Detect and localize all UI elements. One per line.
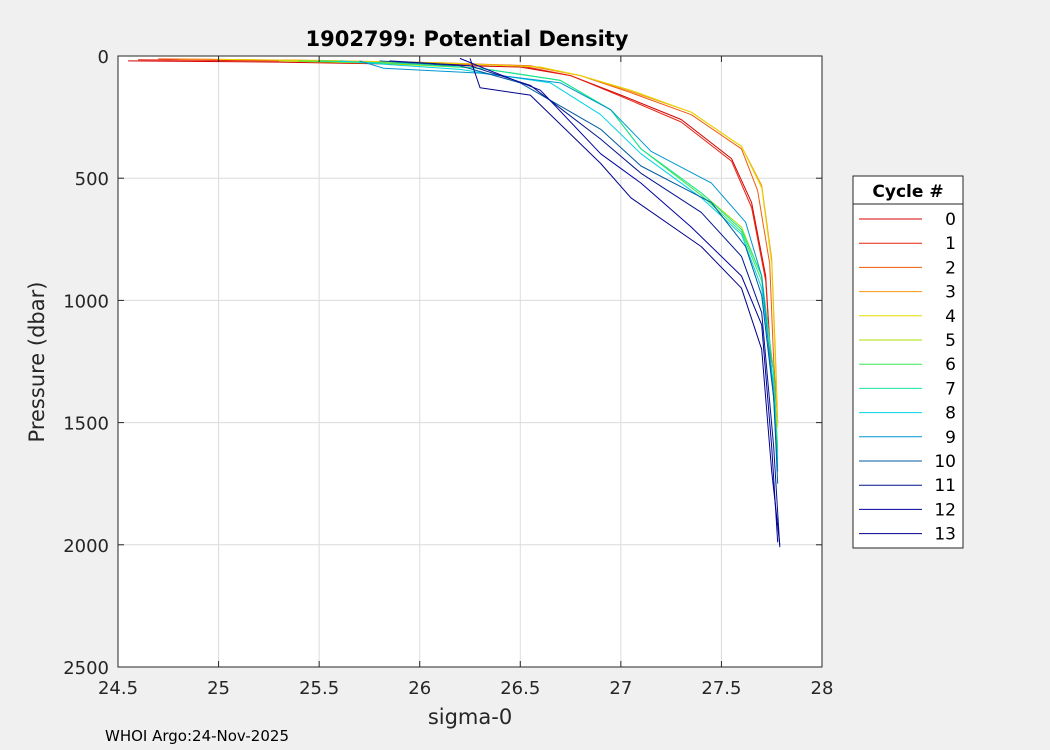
y-tick-label: 2000 (63, 536, 109, 557)
x-tick-label: 26.5 (500, 678, 540, 699)
x-axis-label: sigma-0 (428, 705, 512, 729)
series-line-cycle-9 (359, 60, 779, 472)
legend-label: 8 (945, 404, 956, 424)
footer-stamp: WHOI Argo:24-Nov-2025 (105, 727, 289, 745)
x-tick-label: 24.5 (98, 678, 138, 699)
y-tick-label: 0 (98, 47, 109, 68)
x-tick-label: 25 (207, 678, 230, 699)
legend-label: 12 (934, 500, 956, 520)
x-tick-label: 25.5 (299, 678, 339, 699)
legend-label: 3 (945, 283, 956, 303)
plot-area (118, 56, 822, 667)
y-tick-label: 500 (75, 169, 109, 190)
y-tick-label: 2500 (63, 658, 109, 679)
legend-box (852, 175, 964, 549)
series-line-cycle-7 (319, 60, 779, 460)
x-tick-label: 27.5 (701, 678, 741, 699)
chart-title: 1902799: Potential Density (305, 27, 628, 51)
ticks (117, 55, 823, 668)
y-tick-labels: 0 500 1000 1500 2000 2500 (63, 47, 109, 679)
y-tick-label: 1000 (63, 291, 109, 312)
legend-label: 1 (945, 234, 956, 254)
legend-label: 0 (945, 210, 956, 230)
x-tick-label: 27 (609, 678, 632, 699)
series-line-cycle-11 (389, 60, 781, 548)
legend-label: 4 (945, 307, 956, 327)
legend-label: 11 (934, 476, 956, 496)
x-tick-label: 26 (408, 678, 431, 699)
axes-box (117, 55, 823, 668)
series-line-cycle-4 (218, 58, 779, 428)
y-tick-label: 1500 (63, 414, 109, 435)
series-layer (128, 57, 781, 548)
y-axis-label: Pressure (dbar) (25, 282, 49, 443)
legend-label: 2 (945, 258, 956, 278)
series-line-cycle-10 (379, 60, 779, 484)
legend-label: 10 (934, 452, 956, 472)
x-tick-labels: 24.5 25 25.5 26 26.5 27 27.5 28 (98, 678, 833, 699)
legend-title: Cycle # (872, 182, 943, 202)
legend-label: 5 (945, 331, 956, 351)
legend-label: 9 (945, 428, 956, 448)
series-line-cycle-13 (469, 58, 781, 545)
legend-label: 6 (945, 355, 956, 375)
series-line-cycle-12 (459, 57, 779, 543)
legend-label: 13 (934, 525, 956, 545)
x-tick-label: 28 (811, 678, 834, 699)
legend-label: 7 (945, 379, 956, 399)
